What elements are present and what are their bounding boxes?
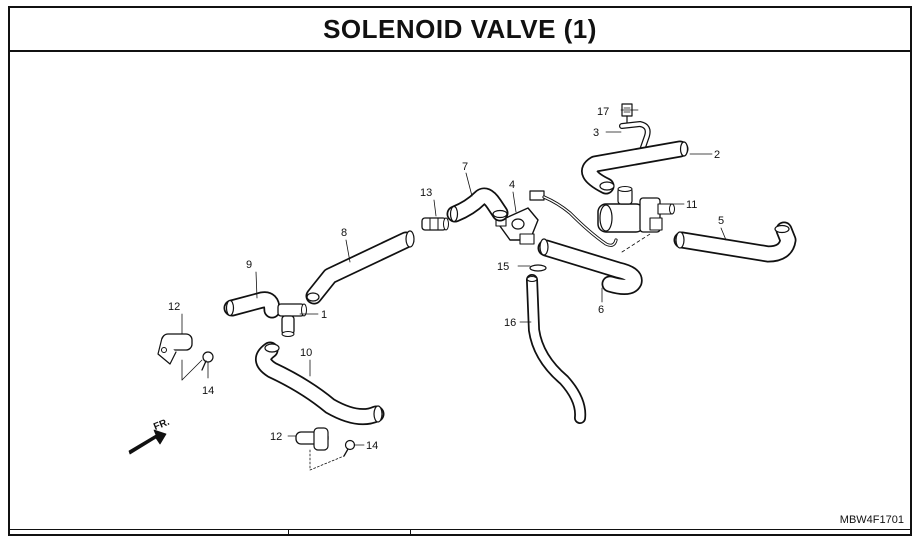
callout-9: 9 (246, 259, 252, 271)
fr-arrow-icon (128, 429, 167, 455)
callout-16: 16 (504, 317, 516, 329)
callout-8: 8 (341, 227, 347, 239)
part-11-solenoid-valve (597, 186, 675, 253)
part-8-hose (305, 230, 415, 305)
part-6-hose (537, 238, 643, 296)
callout-3: 3 (593, 127, 599, 139)
callout-14-lower: 14 (366, 440, 378, 452)
part-2-hose (581, 140, 689, 195)
part-17-bolt (621, 103, 633, 125)
part-10-hose (255, 341, 385, 426)
part-1-t-joint (277, 303, 307, 337)
callout-17: 17 (597, 106, 609, 118)
fr-label: FR. (152, 417, 171, 433)
part-14-screw-upper (201, 351, 214, 371)
part-16-hose (526, 274, 587, 424)
part-12-clamp-upper (157, 333, 203, 381)
part-12-clamp-lower (295, 427, 329, 471)
callout-4: 4 (509, 179, 515, 191)
part-15-ring (529, 264, 547, 272)
diagram-frame: SOLENOID VALVE (1) (8, 6, 912, 536)
leader-lines (181, 109, 727, 446)
callout-12-lower: 12 (270, 431, 282, 443)
part-4-connector (495, 190, 618, 247)
callout-5: 5 (718, 215, 724, 227)
page-title: SOLENOID VALVE (1) (323, 13, 597, 44)
callout-1: 1 (321, 309, 327, 321)
callout-14-upper: 14 (202, 385, 214, 397)
footer-strip (10, 529, 910, 535)
part-13-joint (421, 217, 449, 231)
callout-10: 10 (300, 347, 312, 359)
callout-7: 7 (462, 161, 468, 173)
callout-12-upper: 12 (168, 301, 180, 313)
title-bar: SOLENOID VALVE (1) (10, 8, 910, 52)
callout-6: 6 (598, 304, 604, 316)
callout-13: 13 (420, 187, 432, 199)
callout-11: 11 (686, 199, 697, 211)
part-7-elbow-hose (446, 187, 509, 223)
parts-diagram: 17 3 2 4 11 5 7 13 8 9 1 10 12 14 12 14 … (128, 103, 797, 471)
callout-2: 2 (714, 149, 720, 161)
callout-15: 15 (497, 261, 509, 273)
diagram-code: MBW4F1701 (839, 514, 904, 526)
part-9-elbow (223, 291, 281, 319)
part-3-bracket (619, 121, 651, 159)
part-5-hose (673, 221, 797, 263)
